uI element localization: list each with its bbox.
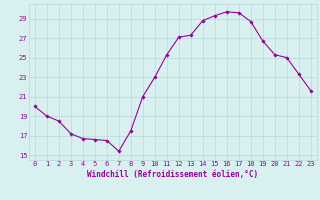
X-axis label: Windchill (Refroidissement éolien,°C): Windchill (Refroidissement éolien,°C) bbox=[87, 170, 258, 179]
